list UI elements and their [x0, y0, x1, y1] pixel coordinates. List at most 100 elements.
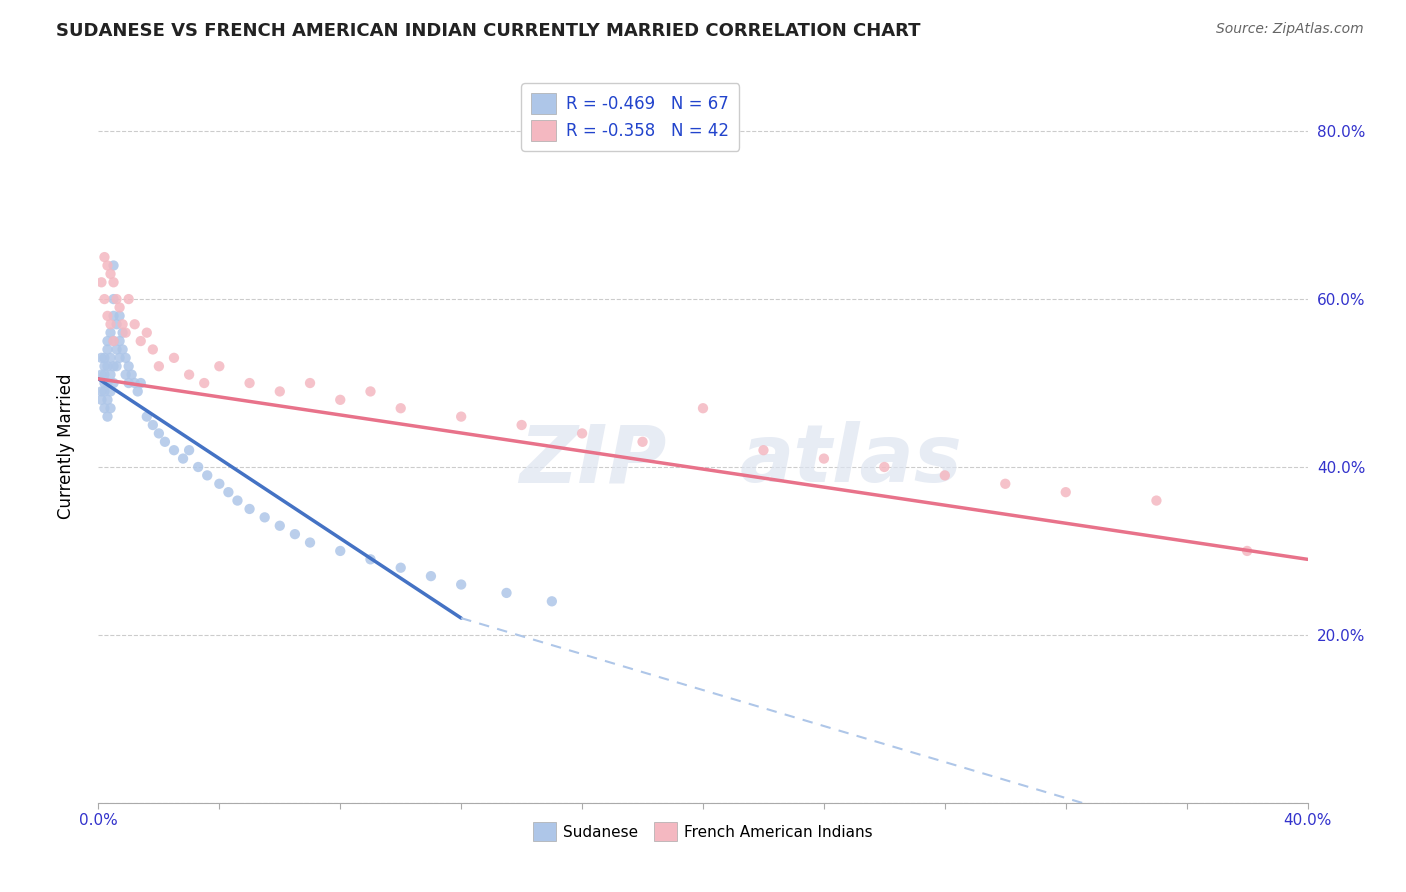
Point — [114, 351, 136, 365]
Point — [142, 343, 165, 357]
Point — [299, 535, 322, 549]
Point — [208, 359, 231, 374]
Point — [389, 560, 412, 574]
Point — [96, 376, 118, 390]
Text: Source: ZipAtlas.com: Source: ZipAtlas.com — [1216, 22, 1364, 37]
Point — [111, 343, 134, 357]
Point — [108, 351, 131, 365]
Point — [129, 334, 152, 348]
Point — [813, 451, 835, 466]
Point — [450, 577, 472, 591]
Point — [103, 376, 125, 390]
Point — [163, 443, 186, 458]
Point — [108, 334, 131, 348]
Y-axis label: Currently Married: Currently Married — [56, 373, 75, 519]
Point — [540, 594, 562, 608]
Point — [93, 351, 115, 365]
Point — [752, 443, 775, 458]
Text: atlas: atlas — [740, 421, 962, 500]
Point — [105, 292, 128, 306]
Point — [108, 301, 131, 315]
Point — [93, 250, 115, 264]
Point — [239, 376, 262, 390]
Point — [96, 392, 118, 407]
Point — [93, 401, 115, 416]
Point — [105, 343, 128, 357]
Point — [93, 359, 115, 374]
Point — [934, 468, 956, 483]
Point — [103, 259, 125, 273]
Point — [1054, 485, 1077, 500]
Point — [420, 569, 443, 583]
Point — [153, 434, 176, 449]
Point — [103, 292, 125, 306]
Point — [450, 409, 472, 424]
Point — [105, 318, 128, 332]
Point — [90, 351, 112, 365]
Point — [103, 309, 125, 323]
Point — [103, 334, 125, 348]
Text: SUDANESE VS FRENCH AMERICAN INDIAN CURRENTLY MARRIED CORRELATION CHART: SUDANESE VS FRENCH AMERICAN INDIAN CURRE… — [56, 22, 921, 40]
Point — [631, 434, 654, 449]
Point — [217, 485, 239, 500]
Point — [179, 443, 201, 458]
Point — [103, 359, 125, 374]
Point — [118, 292, 141, 306]
Point — [100, 384, 122, 399]
Point — [127, 384, 149, 399]
Point — [96, 359, 118, 374]
Point — [121, 368, 143, 382]
Point — [195, 468, 218, 483]
Point — [100, 326, 122, 340]
Point — [269, 518, 291, 533]
Point — [873, 460, 896, 475]
Point — [90, 384, 112, 399]
Point — [692, 401, 714, 416]
Point — [389, 401, 412, 416]
Point — [299, 376, 322, 390]
Point — [124, 318, 146, 332]
Point — [90, 368, 112, 382]
Point — [100, 267, 122, 281]
Point — [114, 326, 136, 340]
Point — [226, 493, 249, 508]
Point — [253, 510, 276, 524]
Point — [118, 359, 141, 374]
Text: ZIP: ZIP — [519, 421, 666, 500]
Point — [111, 318, 134, 332]
Point — [129, 376, 152, 390]
Point — [93, 376, 115, 390]
Point — [93, 368, 115, 382]
Point — [105, 359, 128, 374]
Point — [135, 409, 157, 424]
Point — [135, 326, 157, 340]
Point — [360, 384, 382, 399]
Point — [108, 309, 131, 323]
Point — [179, 368, 201, 382]
Point — [329, 392, 352, 407]
Point — [100, 368, 122, 382]
Point — [114, 368, 136, 382]
Point — [193, 376, 215, 390]
Legend: Sudanese, French American Indians: Sudanese, French American Indians — [526, 814, 880, 848]
Point — [96, 259, 118, 273]
Point — [118, 376, 141, 390]
Point — [124, 376, 146, 390]
Point — [360, 552, 382, 566]
Point — [1144, 493, 1167, 508]
Point — [103, 334, 125, 348]
Point — [100, 318, 122, 332]
Point — [239, 502, 262, 516]
Point — [100, 401, 122, 416]
Point — [93, 292, 115, 306]
Point — [96, 409, 118, 424]
Point — [208, 476, 231, 491]
Point — [148, 426, 170, 441]
Point — [96, 343, 118, 357]
Point — [100, 351, 122, 365]
Point — [163, 351, 186, 365]
Point — [93, 384, 115, 399]
Point — [269, 384, 291, 399]
Point — [90, 275, 112, 289]
Point — [90, 392, 112, 407]
